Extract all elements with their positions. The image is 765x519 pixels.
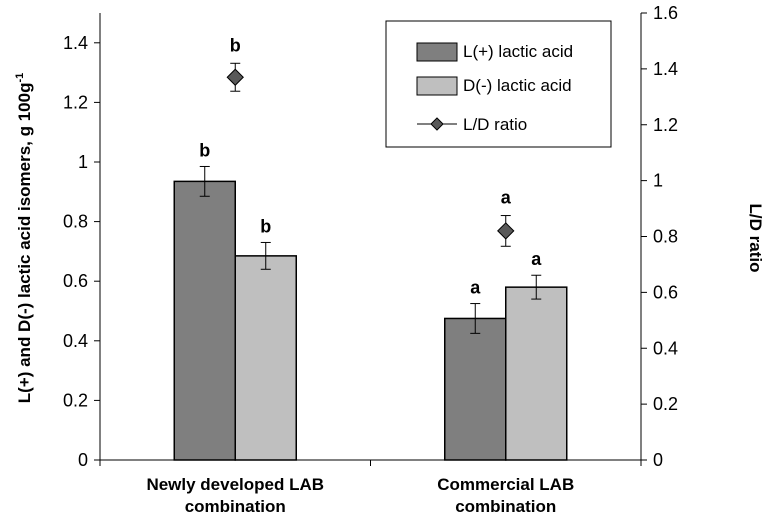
legend-label-l-lactic: L(+) lactic acid [463,42,573,61]
ratio-significance-letter: b [230,35,241,55]
y-tick-label: 0.6 [63,271,88,291]
category-label: Newly developed LAB [146,475,324,494]
significance-letter: a [470,278,481,298]
legend: L(+) lactic acid D(-) lactic acid L/D ra… [385,20,612,148]
y2-tick-label: 1.2 [653,115,678,135]
bar [234,255,297,461]
legend-label-d-lactic: D(-) lactic acid [463,76,572,95]
y-tick-label: 0.2 [63,390,88,410]
bar [505,286,568,461]
bar [444,317,507,461]
significance-letter: a [531,249,542,269]
significance-letter: b [260,216,271,236]
y2-tick-label: 0.8 [653,227,678,247]
ratio-marker [226,68,244,86]
y2-tick-label: 1.6 [653,3,678,23]
y2-axis-title: L/D ratio [746,204,765,273]
y-axis-title-text: L(+) and D(-) lactic acid isomers, g 100… [15,83,34,404]
bar [173,180,236,461]
category-label: Commercial LAB [437,475,574,494]
plot-area: 0 0.2 0.4 0.6 0.8 1 1.2 1.4 0 0.2 0.4 0.6 0.8 1 1.2 1.4… [63,3,678,516]
y-axis-title-superscript: -1 [14,73,26,83]
significance-letter: b [199,140,210,160]
category-label: combination [185,497,286,516]
y-tick-label: 1 [78,152,88,172]
y-tick-label: 1.2 [63,92,88,112]
y-tick-label: 1.4 [63,33,88,53]
y2-tick-label: 1.4 [653,59,678,79]
ratio-marker [497,222,515,240]
y-axis-title: L(+) and D(-) lactic acid isomers, g 100… [14,73,34,404]
y2-tick-label: 0 [653,450,663,470]
y-tick-label: 0.4 [63,331,88,351]
legend-marker-ratio [430,117,444,131]
legend-label-ratio: L/D ratio [463,115,527,134]
ratio-significance-letter: a [501,188,512,208]
category-label: combination [455,497,556,516]
y-tick-label: 0 [78,450,88,470]
y2-tick-label: 0.6 [653,282,678,302]
y2-tick-label: 0.4 [653,338,678,358]
legend-swatch-l-lactic [416,42,458,62]
y2-tick-label: 0.2 [653,394,678,414]
y2-tick-label: 1 [653,171,663,191]
y-tick-label: 0.8 [63,212,88,232]
legend-swatch-d-lactic [416,76,458,96]
